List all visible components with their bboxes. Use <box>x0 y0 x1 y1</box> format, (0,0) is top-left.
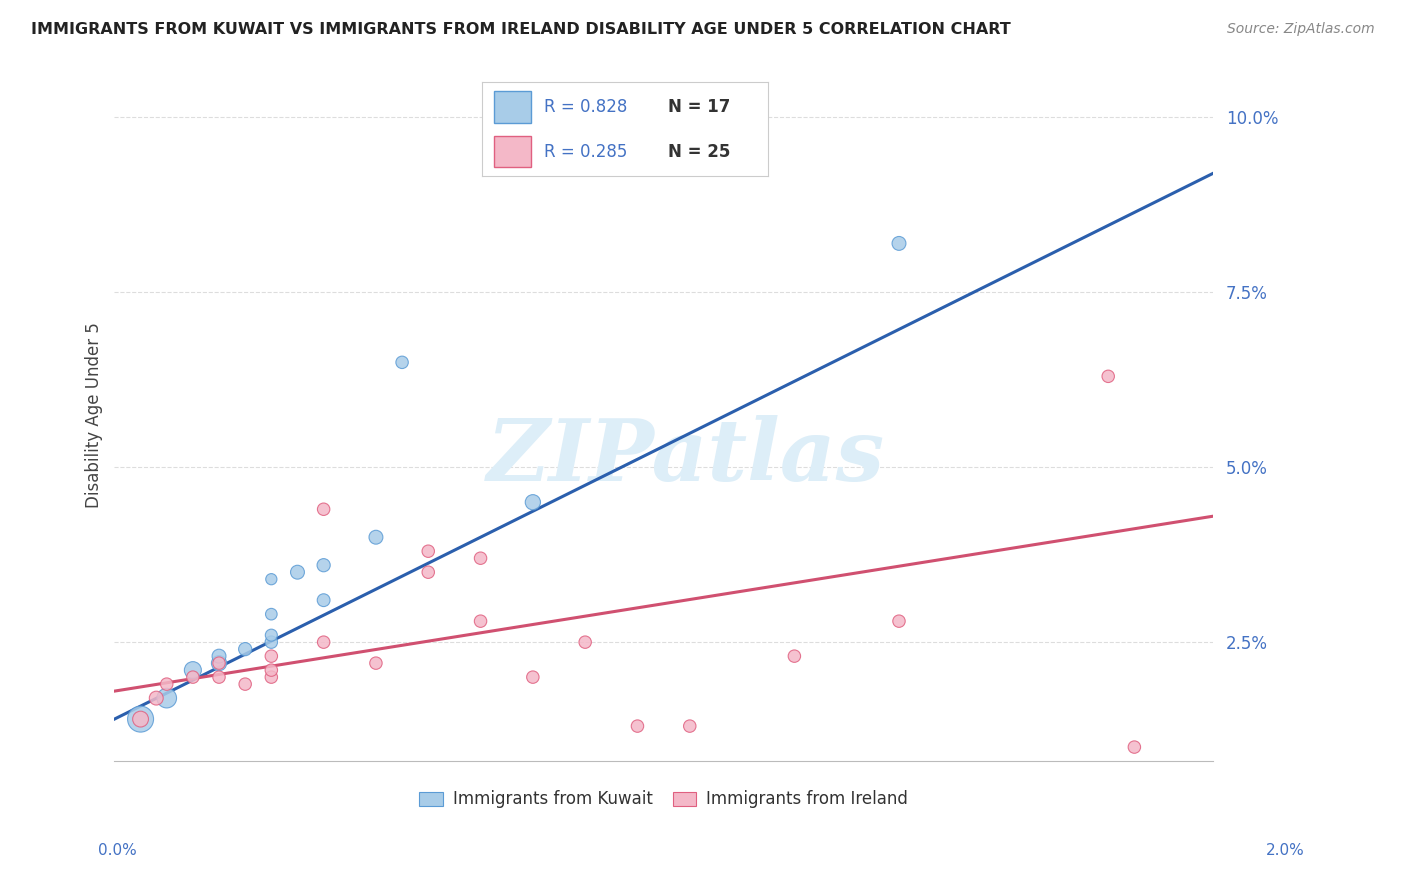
Point <box>679 719 702 733</box>
Point <box>887 236 910 251</box>
Point <box>626 719 648 733</box>
Point <box>1097 369 1119 384</box>
Y-axis label: Disability Age Under 5: Disability Age Under 5 <box>86 322 103 508</box>
Point <box>470 551 492 566</box>
Point <box>181 670 204 684</box>
Point <box>208 656 231 670</box>
Point <box>470 614 492 628</box>
Point <box>208 649 231 664</box>
Point <box>129 712 152 726</box>
Point <box>208 670 231 684</box>
Point <box>418 565 440 579</box>
Point <box>783 649 806 664</box>
Point <box>260 663 283 677</box>
Text: Source: ZipAtlas.com: Source: ZipAtlas.com <box>1227 22 1375 37</box>
Point <box>1123 740 1146 755</box>
Point <box>233 677 256 691</box>
Point <box>233 642 256 657</box>
Point <box>156 677 179 691</box>
Point <box>364 656 387 670</box>
Point <box>260 607 283 622</box>
Point <box>260 649 283 664</box>
Point <box>391 355 413 369</box>
Text: IMMIGRANTS FROM KUWAIT VS IMMIGRANTS FROM IRELAND DISABILITY AGE UNDER 5 CORRELA: IMMIGRANTS FROM KUWAIT VS IMMIGRANTS FRO… <box>31 22 1011 37</box>
Point <box>287 565 309 579</box>
Point <box>145 691 167 706</box>
Point <box>260 635 283 649</box>
Point <box>156 691 179 706</box>
Point <box>522 670 544 684</box>
Point <box>129 712 152 726</box>
Point <box>181 663 204 677</box>
Point <box>312 635 335 649</box>
Point <box>260 572 283 586</box>
Legend: Immigrants from Kuwait, Immigrants from Ireland: Immigrants from Kuwait, Immigrants from … <box>413 784 914 815</box>
Point <box>312 558 335 573</box>
Text: 2.0%: 2.0% <box>1265 843 1305 858</box>
Point <box>574 635 596 649</box>
Text: 0.0%: 0.0% <box>98 843 138 858</box>
Point <box>260 670 283 684</box>
Point <box>364 530 387 544</box>
Point <box>260 628 283 642</box>
Point <box>208 656 231 670</box>
Point <box>522 495 544 509</box>
Point <box>312 593 335 607</box>
Point <box>418 544 440 558</box>
Text: ZIPatlas: ZIPatlas <box>486 415 884 498</box>
Point <box>887 614 910 628</box>
Point <box>312 502 335 516</box>
